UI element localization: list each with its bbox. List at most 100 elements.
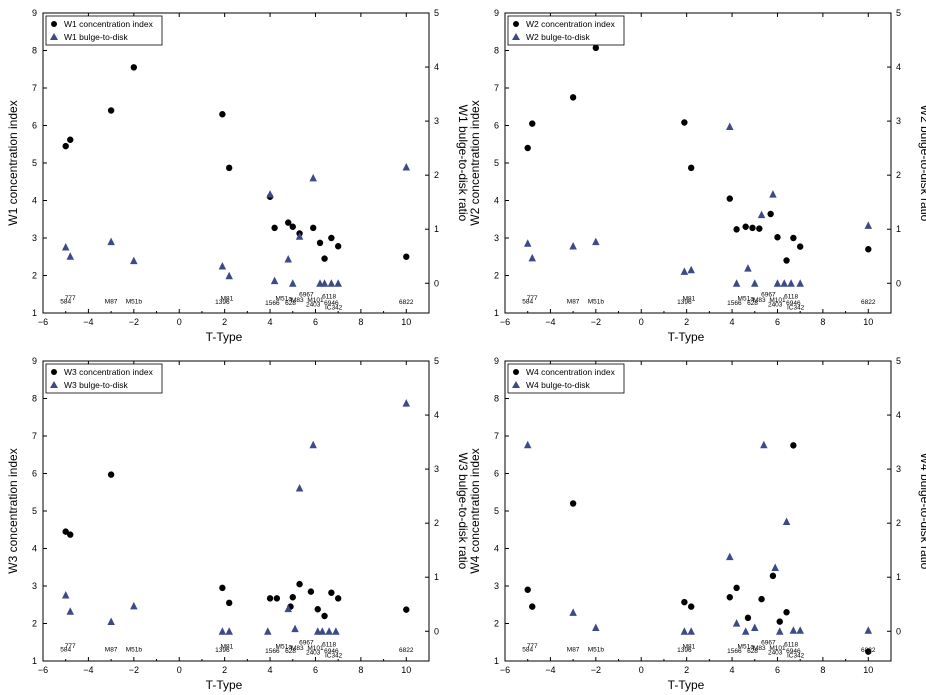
legend: W1 concentration index W1 bulge-to-disk	[45, 15, 163, 46]
galaxy-annotation: 6118	[322, 293, 336, 300]
galaxy-annotation: 1566	[727, 300, 742, 307]
bulge-to-disk-point	[787, 279, 795, 287]
bulge-to-disk-point	[528, 253, 536, 262]
concentration-point	[783, 257, 790, 264]
legend-entry-bulge-to-disk: W2 bulge-to-disk	[526, 32, 591, 42]
bulge-to-disk-point	[523, 239, 532, 247]
galaxy-annotation: IC342	[787, 304, 805, 311]
concentration-point	[314, 606, 321, 613]
y-tick-label: 2	[32, 271, 37, 281]
concentration-point	[273, 595, 281, 602]
bulge-to-disk-point	[687, 265, 695, 274]
x-tick-label: −2	[129, 665, 139, 675]
bulge-to-disk-point	[732, 279, 741, 287]
concentration-point	[744, 614, 752, 622]
y2-tick-label: 4	[434, 410, 439, 420]
galaxy-annotation: M83	[753, 297, 766, 304]
bulge-to-disk-point	[130, 256, 138, 265]
galaxy-annotation: 1396	[215, 299, 230, 306]
y2-tick-label: 0	[896, 626, 901, 636]
concentration-point	[681, 598, 688, 606]
bulge-to-disk-point	[523, 440, 532, 449]
concentration-point	[742, 223, 749, 230]
bulge-to-disk-point	[309, 440, 317, 449]
y2-tick-label: 2	[896, 170, 901, 180]
concentration-point	[592, 44, 600, 52]
x-tick-label: −4	[545, 317, 555, 327]
legend-box	[507, 363, 625, 394]
y2-axis-label: W1 bulge-to-disk ratio	[456, 105, 470, 222]
concentration-point	[749, 224, 756, 232]
x-tick-label: 4	[268, 665, 273, 675]
y2-tick-label: 5	[434, 8, 439, 18]
bulge-to-disk-point	[687, 627, 695, 635]
bulge-to-disk-point	[266, 190, 274, 198]
x-tick-label: 10	[863, 665, 873, 675]
concentration-point	[334, 595, 342, 602]
y-tick-label: 4	[494, 196, 499, 206]
bulge-to-disk-point	[751, 279, 759, 287]
legend-entry-bulge-to-disk: W3 bulge-to-disk	[64, 380, 129, 390]
y2-axis-label: W4 bulge-to-disk ratio	[918, 453, 926, 570]
galaxy-annotation: 1566	[727, 648, 742, 655]
legend: W3 concentration index W3 bulge-to-disk	[45, 363, 163, 394]
galaxy-annotation: M87	[567, 298, 580, 305]
galaxy-annotation: IC342	[325, 652, 343, 659]
y-tick-label: 5	[32, 506, 37, 516]
x-axis-label: T-Type	[668, 678, 705, 692]
bulge-to-disk-point	[773, 279, 782, 287]
bulge-to-disk-point	[61, 243, 70, 251]
galaxy-annotation: 6822	[399, 647, 414, 654]
concentration-point	[569, 500, 577, 507]
galaxy-annotation: 2403	[768, 650, 783, 657]
bulge-to-disk-point	[218, 261, 227, 270]
bulge-to-disk-point	[332, 627, 340, 635]
galaxy-annotation: M87	[105, 646, 118, 653]
bulge-to-disk-point	[757, 210, 766, 219]
bulge-to-disk-point	[864, 221, 873, 229]
galaxy-annotation: 6946	[324, 300, 339, 307]
y-tick-label: 4	[494, 544, 499, 554]
galaxy-annotation: M101	[769, 297, 786, 304]
galaxy-annotation: M101	[769, 645, 786, 652]
y2-tick-label: 3	[896, 116, 901, 126]
plot-frame	[504, 360, 892, 662]
y-tick-label: 3	[32, 233, 37, 243]
concentration-point	[403, 606, 410, 613]
x-tick-label: 6	[775, 665, 780, 675]
galaxy-annotation: 628	[747, 648, 758, 655]
x-tick-label: 2	[222, 665, 227, 675]
galaxy-annotation: M51a	[738, 296, 755, 303]
galaxy-annotation: M87	[567, 646, 580, 653]
bulge-to-disk-point	[295, 484, 304, 492]
bulge-to-disk-point	[318, 627, 327, 635]
concentration-point	[529, 120, 536, 127]
concentration-point	[289, 223, 296, 230]
concentration-point	[756, 225, 763, 232]
y2-tick-label: 4	[434, 62, 439, 72]
x-tick-label: −2	[129, 317, 139, 327]
concentration-point	[767, 210, 774, 218]
concentration-point	[774, 234, 781, 241]
bulge-to-disk-point	[309, 173, 317, 182]
legend-triangle-marker	[50, 33, 58, 40]
concentration-point	[403, 253, 410, 260]
legend-circle-marker	[513, 369, 519, 375]
galaxy-annotation: 1566	[265, 648, 280, 655]
concentration-point	[790, 442, 797, 449]
y-tick-label: 6	[494, 121, 499, 131]
bulge-to-disk-point	[769, 190, 777, 198]
x-tick-label: −4	[83, 317, 93, 327]
y-tick-label: 9	[494, 8, 499, 18]
concentration-point	[790, 234, 797, 242]
x-tick-label: −4	[545, 665, 555, 675]
galaxy-annotation: 6118	[784, 293, 798, 300]
bulge-to-disk-point	[291, 624, 299, 633]
galaxy-annotation: 584	[522, 298, 533, 305]
concentration-point	[681, 119, 688, 126]
y-tick-label: 9	[494, 356, 499, 366]
